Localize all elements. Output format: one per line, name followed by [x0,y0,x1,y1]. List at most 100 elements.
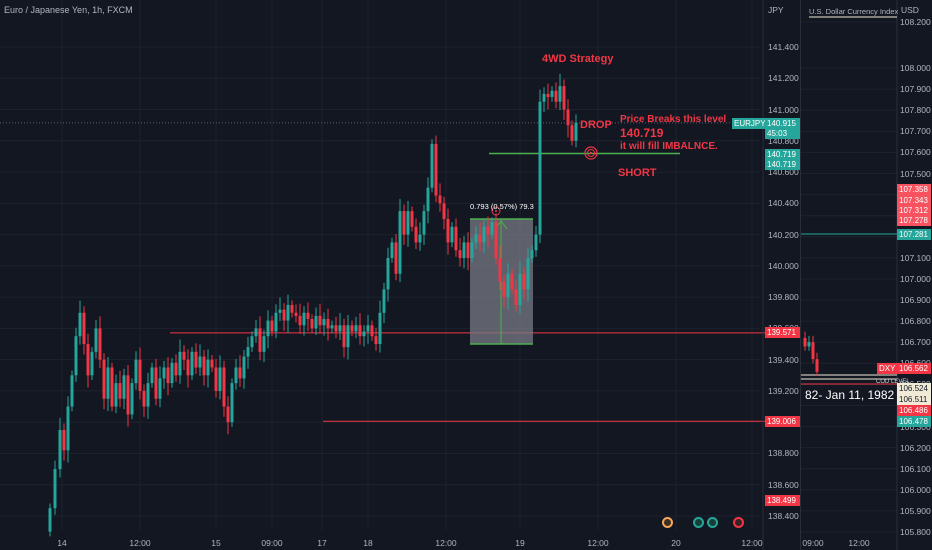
time-tick-label: 12:00 [129,538,151,548]
price-tick-label: 140.400 [768,198,799,209]
candle [386,258,390,290]
time-tick-label: 19 [515,538,525,548]
candle [86,344,90,376]
price-tick-label: 138.400 [768,511,799,521]
secondary-chart-pane[interactable]: U.S. Dollar Currency Index USD 108.200 10… [800,0,932,550]
time-tick-label: 12:00 [741,538,763,548]
candle [406,211,410,235]
candle [466,242,470,259]
resistance-tag: 139.571 [765,327,800,338]
price-tick-label: 140.000 [768,260,799,271]
candle [190,351,194,376]
candle [490,222,494,235]
candle [174,362,178,376]
event-icon[interactable] [707,517,718,528]
secondary-chart-canvas[interactable] [801,0,932,550]
dxy-tick-label: 107.000 [900,273,931,284]
candle [270,320,274,332]
time-tick-label: 14 [57,538,67,548]
price-tick-label: 140.600 [768,167,799,178]
dxy-last-tag: 106.562 [897,363,931,374]
candle [178,351,182,376]
candle [514,289,518,305]
time-tick-label: 12:00 [587,538,609,548]
dxy-tick-label: 106.700 [900,337,931,348]
candle [134,359,138,384]
drop-label: DROP [580,119,612,131]
candle [238,367,242,379]
candle [262,336,266,352]
candle [330,325,334,329]
target-circle-icon [491,206,501,216]
candle [122,375,126,399]
level-label: 140.719 [620,126,664,140]
candle [186,359,190,376]
candle [214,367,218,391]
price-tick-label: 141.200 [768,73,799,84]
time-tick-label: 09:00 [261,538,283,548]
candle [434,143,438,196]
candle [70,375,74,407]
candle [94,328,98,352]
candle [230,383,234,423]
strategy-label: 4WD Strategy [542,53,614,65]
event-icon[interactable] [662,517,673,528]
candle [338,325,342,332]
candle [278,309,282,313]
time-tick-label: 15 [211,538,221,548]
candle [290,304,294,313]
level-tag: 140.719 [765,149,800,160]
main-chart-canvas[interactable] [0,0,800,550]
time-tick-label: 20 [671,538,681,548]
candle [98,328,102,360]
candle [310,319,314,329]
candle [90,351,94,376]
candle [566,109,570,126]
candle [554,90,558,102]
candle [318,315,322,326]
candle [534,234,538,251]
dxy-time-label: 09:00 [802,538,824,548]
price-tick-label: 138.800 [768,448,799,459]
candle [498,258,502,282]
candle [102,359,106,399]
candle [66,406,70,451]
candle [366,325,370,332]
price-tick-label: 139.400 [768,354,799,365]
candle [354,325,358,332]
candle [222,367,226,407]
candle [410,211,414,227]
fill-label: it will fill IMBALNCE. [620,141,718,152]
candle [78,312,82,337]
candle [422,211,426,235]
candle [458,250,462,259]
candle [426,187,430,212]
dxy-tag: 107.312 [897,205,931,216]
event-icon[interactable] [693,517,704,528]
candle [506,273,510,298]
dxy-tick-label: 105.800 [900,527,931,537]
price-tick-label: 141.000 [768,104,799,115]
candle [470,242,474,259]
candle [394,242,398,274]
level-tag-2: 140.719 [765,159,800,170]
candle [462,242,466,259]
measure-label: 0.793 (0.57%) 79.3 [470,202,534,211]
dxy-tick-label: 106.200 [900,442,931,453]
candle [346,325,350,348]
price-tick-label: 141.400 [768,42,799,52]
candle [362,331,366,337]
candle [194,351,198,368]
dxy-candle [811,342,815,360]
event-icon[interactable] [733,517,744,528]
dxy-tick-label: 108.000 [900,63,931,74]
dxy-tick-label: 105.900 [900,505,931,516]
candle [48,508,52,532]
dxy-tick-label: 107.100 [900,252,931,263]
candle [438,195,442,204]
candle [150,367,154,384]
time-tick-label: 18 [363,538,373,548]
candle [350,325,354,332]
main-chart-pane[interactable]: Euro / Japanese Yen, 1h, FXCM JPY 141.40… [0,0,800,550]
candle [314,315,318,329]
